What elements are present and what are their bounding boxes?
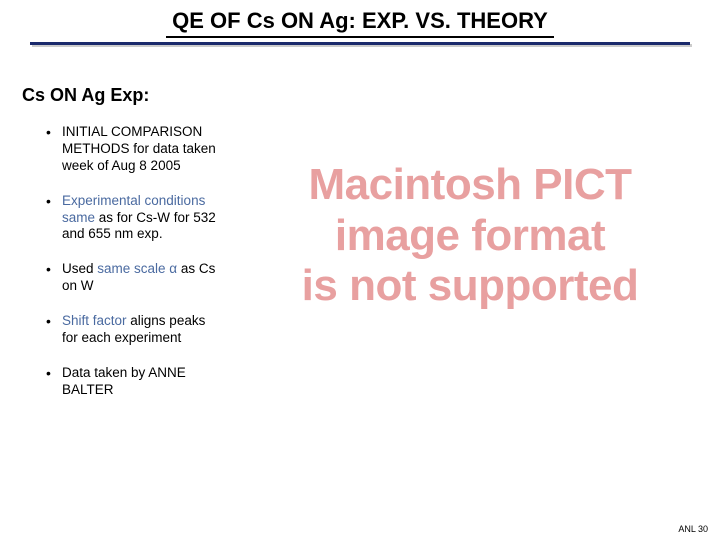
- section-heading: Cs ON Ag Exp:: [22, 85, 720, 106]
- list-item: Used same scale α as Cs on W: [46, 261, 216, 295]
- bullet-text: Used: [62, 261, 97, 276]
- list-item: INITIAL COMPARISON METHODS for data take…: [46, 124, 216, 175]
- pict-line-2: image format: [250, 211, 690, 262]
- title-wrap: QE OF Cs ON Ag: EXP. VS. THEORY: [0, 0, 720, 38]
- bullet-highlight: Shift factor: [62, 313, 127, 328]
- slide-footer: ANL 30: [678, 524, 708, 534]
- pict-unsupported-message: Macintosh PICT image format is not suppo…: [250, 160, 690, 312]
- bullet-text: INITIAL COMPARISON METHODS for data take…: [62, 124, 216, 173]
- title-underline-rule: [30, 42, 690, 45]
- list-item: Experimental conditions same as for Cs-W…: [46, 193, 216, 244]
- list-item: Shift factor aligns peaks for each exper…: [46, 313, 216, 347]
- list-item: Data taken by ANNE BALTER: [46, 365, 216, 399]
- pict-line-3: is not supported: [250, 261, 690, 312]
- bullet-list: INITIAL COMPARISON METHODS for data take…: [46, 124, 216, 399]
- bullet-text: Data taken by ANNE BALTER: [62, 365, 186, 397]
- slide-title: QE OF Cs ON Ag: EXP. VS. THEORY: [166, 8, 554, 38]
- bullet-highlight: same scale α: [97, 261, 177, 276]
- pict-line-1: Macintosh PICT: [250, 160, 690, 211]
